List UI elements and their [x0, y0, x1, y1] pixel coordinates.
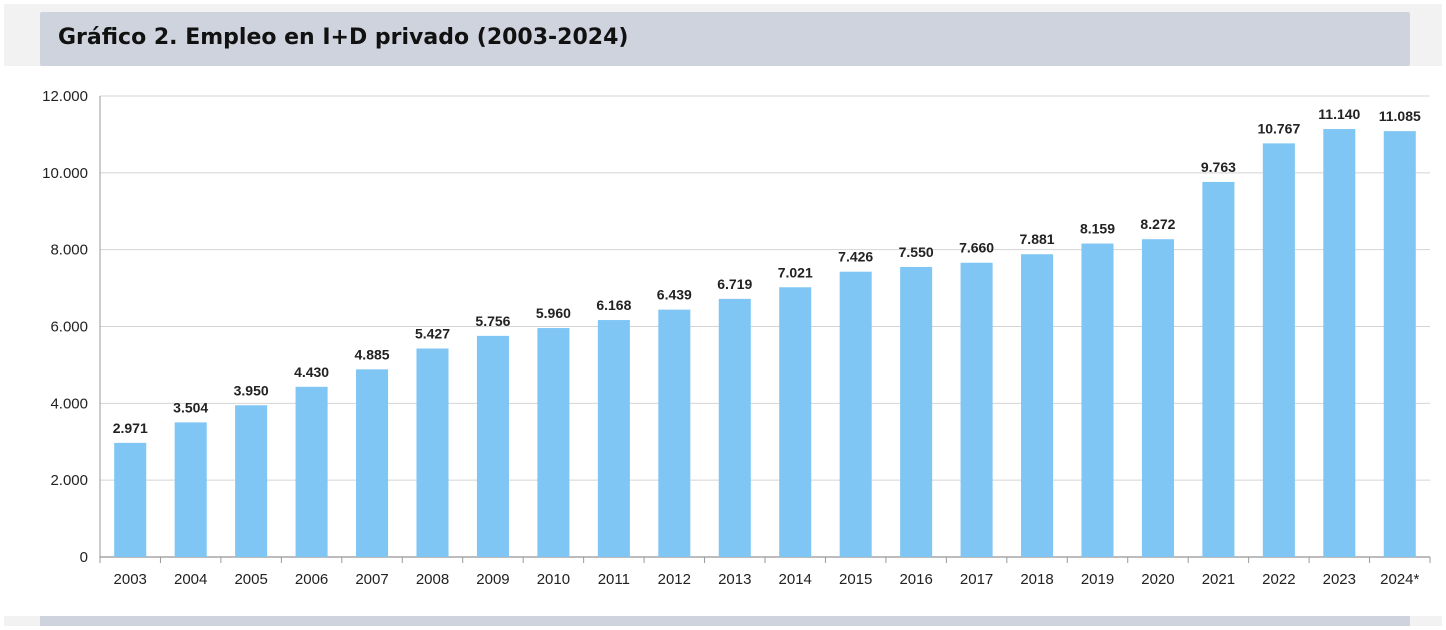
- x-tick-label: 2006: [295, 571, 328, 588]
- y-tick-label: 4.000: [50, 395, 88, 412]
- x-tick-label: 2014: [779, 571, 812, 588]
- data-label: 7.660: [959, 240, 994, 256]
- bar: [839, 271, 872, 557]
- data-label: 9.763: [1201, 159, 1236, 175]
- data-label: 4.885: [355, 346, 390, 362]
- data-label: 5.960: [536, 305, 571, 321]
- x-tick-label: 2018: [1020, 571, 1053, 588]
- y-tick-label: 10.000: [42, 165, 88, 182]
- data-label: 11.140: [1318, 106, 1360, 122]
- data-label: 5.756: [475, 313, 510, 329]
- data-label: 4.430: [294, 364, 329, 380]
- bar: [900, 266, 933, 557]
- x-tick-label: 2012: [658, 571, 691, 588]
- data-label: 5.427: [415, 326, 450, 342]
- data-label: 3.504: [173, 399, 208, 415]
- bar: [1262, 143, 1295, 558]
- x-tick-label: 2024*: [1380, 571, 1419, 588]
- bar: [476, 335, 509, 557]
- x-tick-label: 2008: [416, 571, 449, 588]
- x-tick-label: 2003: [114, 571, 147, 588]
- chart-title-bar: Gráfico 2. Empleo en I+D privado (2003-2…: [40, 12, 1410, 66]
- bar: [1081, 243, 1114, 557]
- x-tick-label: 2021: [1202, 571, 1235, 588]
- bar: [295, 386, 328, 557]
- y-tick-label: 8.000: [50, 242, 88, 259]
- y-tick-label: 0: [80, 549, 88, 566]
- bottom-bar: [40, 616, 1410, 626]
- x-tick-label: 2017: [960, 571, 993, 588]
- x-tick-label: 2013: [718, 571, 751, 588]
- y-tick-label: 2.000: [50, 472, 88, 489]
- x-tick-label: 2005: [234, 571, 267, 588]
- data-label: 7.881: [1020, 231, 1055, 247]
- bar: [174, 422, 207, 557]
- x-tick-label: 2019: [1081, 571, 1114, 588]
- data-label: 6.439: [657, 287, 692, 303]
- data-label: 7.550: [899, 244, 934, 260]
- bar: [1383, 131, 1416, 557]
- bar: [597, 320, 630, 557]
- data-label: 10.767: [1257, 120, 1300, 136]
- bar: [537, 328, 570, 557]
- bar: [1323, 129, 1356, 557]
- y-tick-label: 6.000: [50, 319, 88, 336]
- chart-title: Gráfico 2. Empleo en I+D privado (2003-2…: [58, 25, 629, 50]
- bar: [960, 262, 993, 557]
- bar: [1202, 181, 1235, 557]
- data-label: 8.159: [1080, 221, 1115, 237]
- data-label: 7.021: [778, 264, 813, 280]
- x-tick-label: 2022: [1262, 571, 1295, 588]
- x-tick-label: 2016: [899, 571, 932, 588]
- data-label: 7.426: [838, 249, 873, 265]
- bar: [416, 348, 449, 557]
- bar: [718, 298, 751, 557]
- bar: [114, 442, 147, 557]
- x-tick-label: 2023: [1323, 571, 1356, 588]
- data-label: 2.971: [113, 420, 148, 436]
- bar: [779, 287, 812, 557]
- x-tick-label: 2007: [355, 571, 388, 588]
- y-tick-label: 12.000: [42, 88, 88, 105]
- bar: [658, 309, 691, 557]
- bar: [1141, 239, 1174, 557]
- bar: [235, 405, 268, 557]
- x-tick-label: 2015: [839, 571, 872, 588]
- x-tick-label: 2010: [537, 571, 570, 588]
- data-label: 11.085: [1379, 108, 1421, 124]
- x-tick-label: 2011: [598, 571, 630, 588]
- x-tick-label: 2020: [1141, 571, 1174, 588]
- bar: [356, 369, 389, 557]
- x-tick-label: 2004: [174, 571, 207, 588]
- x-tick-label: 2009: [476, 571, 509, 588]
- data-label: 6.168: [596, 297, 631, 313]
- bar: [1021, 254, 1054, 557]
- data-label: 3.950: [234, 382, 269, 398]
- data-label: 6.719: [717, 276, 752, 292]
- data-label: 8.272: [1140, 216, 1175, 232]
